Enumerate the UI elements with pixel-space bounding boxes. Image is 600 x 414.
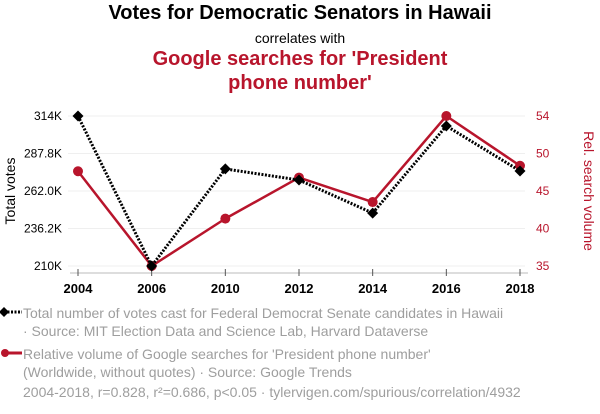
series-votes-point	[146, 260, 158, 272]
y-tick-right: 40	[536, 222, 550, 236]
chart-title: Votes for Democratic Senators in Hawaii	[108, 2, 492, 24]
y-tick-right: 45	[536, 184, 550, 198]
x-tick-label: 2010	[211, 281, 240, 296]
x-tick-label: 2012	[285, 281, 314, 296]
y-tick-left: 287.8K	[24, 147, 62, 161]
series-searches-point	[441, 111, 452, 121]
series-searches-point	[367, 197, 378, 208]
legend-votes-symbol-icon	[0, 305, 24, 319]
chart-subtitle: correlates with	[254, 30, 346, 46]
y-tick-left: 210K	[34, 259, 62, 273]
legend-searches-label: Relative volume of Google searches for '…	[23, 346, 431, 362]
y-tick-right: 54	[536, 109, 550, 123]
series-searches-point	[220, 213, 231, 224]
x-tick-label: 2016	[432, 281, 461, 296]
series-searches-point	[73, 166, 83, 177]
y-tick-right: 50	[536, 147, 550, 161]
x-tick-label: 2018	[506, 281, 535, 296]
y-tick-right: 35	[536, 259, 550, 273]
series-votes-point	[72, 110, 84, 122]
y-axis-label-right: Rel. search volume	[581, 131, 597, 251]
legend-searches-symbol-icon	[0, 346, 24, 360]
x-tick-label: 2006	[137, 281, 166, 296]
y-axis-label-left: Total votes	[2, 158, 18, 225]
x-tick-label: 2004	[64, 281, 94, 296]
chart-title-2: Google searches for 'President phone num…	[0, 47, 600, 95]
y-tick-left: 314K	[34, 109, 62, 123]
chart-plot: 314K 287.8K 262.0K 236.2K 210K 54 50 45 40 35 2004…	[2, 109, 597, 296]
chart-title-2-line1: Google searches for 'President	[152, 48, 448, 70]
series-votes-point	[440, 120, 452, 132]
series-votes-point	[293, 174, 305, 186]
legend-votes-label: Total number of votes cast for Federal D…	[23, 305, 504, 321]
legend-item-searches: Relative volume of Google searches for '…	[23, 345, 431, 381]
footer-stats: 2004-2018, r=0.828, r²=0.686, p<0.05 · t…	[23, 384, 521, 400]
series-votes-point	[367, 207, 379, 219]
y-tick-left: 262.0K	[24, 184, 62, 198]
x-tick-label: 2014	[358, 281, 388, 296]
legend-votes-source: · Source: MIT Election Data and Science …	[23, 323, 429, 339]
y-tick-left: 236.2K	[24, 222, 62, 236]
legend-searches-source: (Worldwide, without quotes) · Source: Go…	[23, 364, 352, 380]
series-votes-point	[514, 165, 526, 177]
chart-title-2-line2: phone number'	[228, 72, 372, 94]
series-votes-point	[219, 163, 231, 175]
legend-item-votes: Total number of votes cast for Federal D…	[23, 304, 503, 340]
